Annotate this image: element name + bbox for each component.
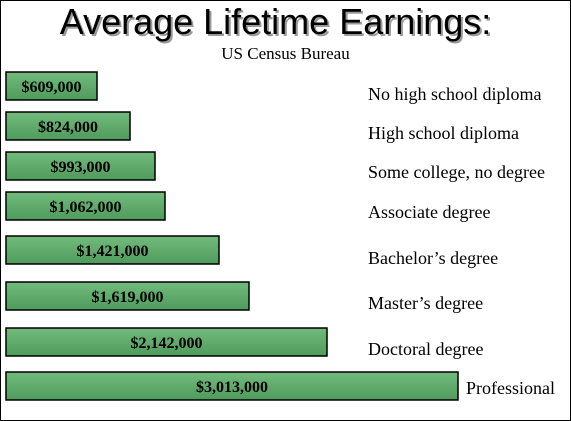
bar (5, 281, 250, 311)
bar-value-label: $1,421,000 (77, 243, 149, 260)
bar (5, 371, 459, 401)
chart-title: Average Lifetime Earnings: (59, 1, 492, 42)
category-label: Bachelor’s degree (368, 248, 498, 268)
bar (5, 71, 98, 101)
bar-value-label: $2,142,000 (131, 335, 203, 352)
bar (5, 235, 220, 265)
bar (5, 151, 156, 181)
chart-subtitle: US Census Bureau (221, 44, 350, 63)
bar (5, 327, 328, 357)
category-label: Associate degree (368, 202, 490, 222)
bar-value-label: $993,000 (51, 159, 111, 176)
bar-value-label: $824,000 (38, 119, 98, 136)
bar-value-label: $609,000 (22, 79, 82, 96)
category-label: High school diploma (368, 123, 519, 143)
bar (5, 111, 131, 141)
category-label: Professional (466, 378, 555, 398)
category-label: No high school diploma (368, 84, 542, 104)
bar (5, 191, 166, 221)
bar-value-label: $1,062,000 (50, 199, 122, 216)
bar-value-label: $1,619,000 (92, 289, 164, 306)
category-label: Doctoral degree (368, 339, 483, 359)
bar-value-label: $3,013,000 (196, 379, 268, 396)
category-label: Master’s degree (368, 293, 483, 313)
category-label: Some college, no degree (368, 162, 545, 182)
bars-group: $609,000 No high school diploma $824,000 Hi… (5, 71, 555, 401)
